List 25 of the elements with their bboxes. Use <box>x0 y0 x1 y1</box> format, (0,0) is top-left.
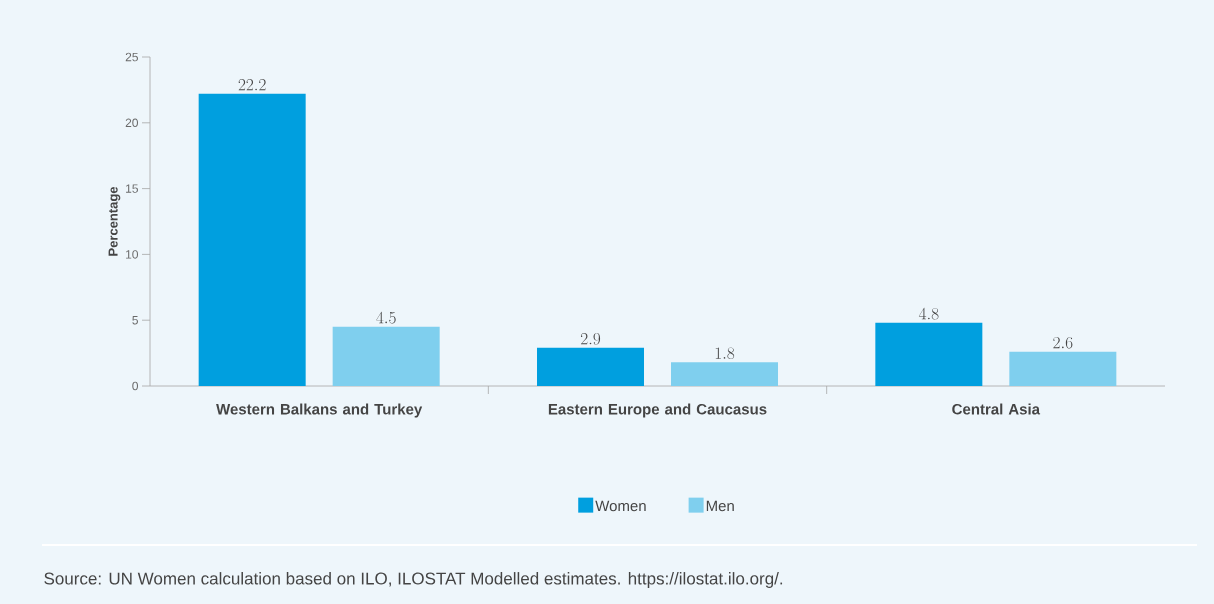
data-label: 4.8 <box>918 307 939 320</box>
x-tick-label: Central Asia <box>952 403 1041 415</box>
y-tick-label: 0 <box>132 381 139 391</box>
y-tick-label: 15 <box>126 184 138 193</box>
data-label: 2.9 <box>580 332 601 345</box>
source-note: Source: UN Women calculation based on ILO, ILOSTAT Modelled estimates. https://ilostat.ilo.org/. <box>44 572 783 588</box>
bar <box>875 322 983 386</box>
y-tick-label: 10 <box>126 250 139 259</box>
data-label: 22.2 <box>238 78 266 91</box>
data-label: 1 .8 <box>715 347 735 360</box>
data-label: 2.6 <box>1053 336 1073 349</box>
y-axis-title: Percentage <box>108 186 121 256</box>
bar <box>537 347 644 386</box>
y-tick-label: 20 <box>125 118 139 128</box>
legend-label: Women <box>595 500 646 512</box>
bar <box>198 93 306 386</box>
data-label: 4.5 <box>376 311 396 324</box>
legend-label: Men <box>706 500 734 512</box>
y-tick-label: 25 <box>125 52 138 62</box>
y-tick-label: 5 <box>132 316 138 325</box>
bar <box>671 362 778 386</box>
x-tick-label: Western Balkans and Turkey <box>216 403 423 418</box>
x-tick-label: Eastern Europe and Caucasus <box>548 403 767 418</box>
bar <box>1009 351 1117 386</box>
bar <box>332 326 440 386</box>
